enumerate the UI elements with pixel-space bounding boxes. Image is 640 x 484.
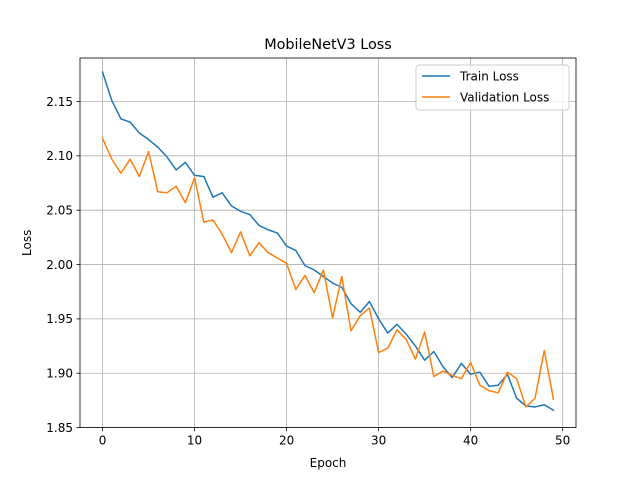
chart-title: MobileNetV3 Loss <box>264 37 392 53</box>
x-axis-ticks: 0 10 20 30 40 50 <box>99 427 570 448</box>
legend-label-validation-loss: Validation Loss <box>460 91 549 105</box>
x-tick-label: 0 <box>99 434 107 448</box>
x-tick-label: 40 <box>463 434 478 448</box>
x-tick-label: 10 <box>187 434 202 448</box>
legend-box <box>415 64 570 111</box>
series-line-train-loss <box>101 71 555 412</box>
y-tick-label: 2.10 <box>46 149 73 163</box>
x-tick-label: 30 <box>371 434 386 448</box>
x-tick-label: 20 <box>279 434 294 448</box>
grid-lines <box>80 58 576 429</box>
y-tick-label: 1.85 <box>46 421 73 435</box>
y-tick-label: 2.00 <box>46 258 73 272</box>
legend: Train Loss Validation Loss <box>415 64 570 111</box>
x-axis-label: Epoch <box>310 456 347 470</box>
x-tick-label: 50 <box>555 434 570 448</box>
series-lines <box>101 71 555 412</box>
plot-area-frame <box>79 57 577 429</box>
legend-label-train-loss: Train Loss <box>459 70 519 84</box>
series-line-validation-loss <box>101 137 555 408</box>
y-axis-ticks: 1.85 1.90 1.95 2.00 2.05 2.10 2.15 <box>46 95 80 435</box>
y-tick-label: 1.90 <box>46 367 73 381</box>
y-axis-label: Loss <box>20 230 34 256</box>
y-tick-label: 2.05 <box>46 203 73 217</box>
y-tick-label: 1.95 <box>46 312 73 326</box>
y-tick-label: 2.15 <box>46 95 73 109</box>
